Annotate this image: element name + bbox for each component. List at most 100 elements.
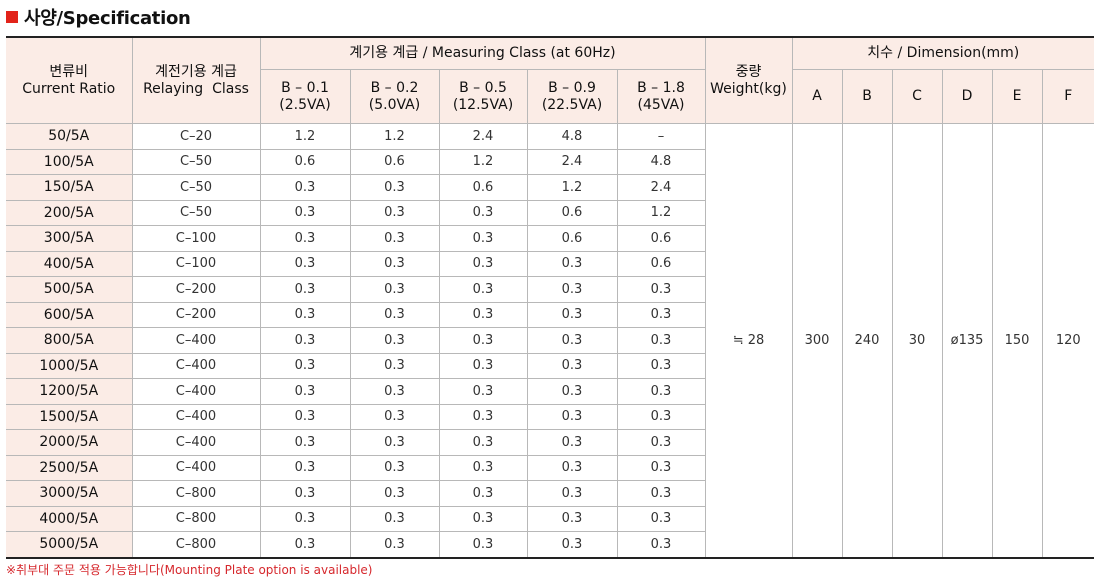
header-relay-en: Relaying Class bbox=[143, 80, 249, 97]
header-burden: B – 1.8 (45VA) bbox=[616, 69, 706, 124]
section-title: 사양/Specification bbox=[6, 5, 191, 29]
measuring-class-cell: 0.3 bbox=[526, 403, 618, 430]
relaying-class-cell: C–800 bbox=[131, 531, 261, 558]
table-row: 500/5A C–200 0.3 0.3 0.3 0.3 0.3 bbox=[6, 276, 1094, 303]
measuring-class-cell: 1.2 bbox=[438, 148, 528, 175]
measuring-class-cell: 0.6 bbox=[438, 174, 528, 201]
header-burden: B – 0.5 (12.5VA) bbox=[438, 69, 528, 124]
table-row: 800/5A C–400 0.3 0.3 0.3 0.3 0.3 bbox=[6, 327, 1094, 354]
measuring-class-cell: 0.3 bbox=[526, 301, 618, 328]
table-row: 200/5A C–50 0.3 0.3 0.3 0.6 1.2 bbox=[6, 199, 1094, 226]
table-row: 50/5A C–20 1.2 1.2 2.4 4.8– ≒ 28 300 240 30 ø135 15… bbox=[6, 123, 1095, 558]
header-dim: B bbox=[841, 69, 893, 124]
measuring-class-cell: 0.3 bbox=[349, 301, 440, 328]
measuring-class-cell: 0.3 bbox=[259, 174, 351, 201]
burden-va: (12.5VA) bbox=[452, 96, 514, 113]
measuring-class-cell: 0.3 bbox=[259, 250, 351, 277]
measuring-class-cell: 0.3 bbox=[259, 352, 351, 379]
current-ratio-cell: 100/5A bbox=[6, 148, 133, 175]
measuring-class-cell: 0.3 bbox=[349, 174, 440, 201]
header-dim: E bbox=[991, 69, 1043, 124]
measuring-class-cell: 0.3 bbox=[438, 352, 528, 379]
header-weight: 중량 Weight(kg) bbox=[704, 36, 793, 124]
dimension-cell: ø135 bbox=[941, 123, 993, 558]
measuring-class-cell: 0.3 bbox=[259, 454, 351, 481]
burden-label: B – 0.5 bbox=[459, 79, 507, 96]
measuring-class-cell: 0.3 bbox=[349, 531, 440, 558]
red-square-icon bbox=[6, 11, 18, 23]
measuring-class-cell: 0.3 bbox=[438, 327, 528, 354]
relaying-class-cell: C–200 bbox=[131, 301, 261, 328]
measuring-class-cell: 0.3 bbox=[349, 327, 440, 354]
measuring-class-cell: 0.3 bbox=[259, 327, 351, 354]
measuring-class-cell: 0.3 bbox=[349, 480, 440, 507]
relaying-class-cell: C–200 bbox=[131, 276, 261, 303]
measuring-class-cell: 0.3 bbox=[349, 454, 440, 481]
measuring-class-cell: 0.3 bbox=[616, 531, 705, 558]
current-ratio-cell: 3000/5A bbox=[6, 480, 133, 507]
measuring-class-cell: 0.3 bbox=[616, 276, 705, 303]
measuring-class-cell: 0.3 bbox=[438, 199, 528, 226]
current-ratio-cell: 1000/5A bbox=[6, 352, 133, 379]
header-relaying-class: 계전기용 계급 Relaying Class bbox=[131, 36, 261, 124]
burden-label: B – 0.2 bbox=[370, 79, 419, 96]
relaying-class-cell: C–100 bbox=[131, 225, 261, 252]
current-ratio-cell: 300/5A bbox=[6, 225, 133, 252]
header-weight-en: Weight(kg) bbox=[710, 80, 787, 97]
burden-va: (22.5VA) bbox=[541, 96, 603, 113]
dimension-cell: 240 bbox=[841, 123, 893, 558]
weight-cell: ≒ 28 bbox=[704, 123, 793, 558]
header-dim: A bbox=[791, 69, 843, 124]
relaying-class-cell: C–800 bbox=[131, 480, 261, 507]
header-measuring-class: 계기용 계급 / Measuring Class (at 60Hz) bbox=[259, 36, 706, 70]
measuring-class-cell: 0.3 bbox=[259, 301, 351, 328]
header-current-ratio: 변류비 Current Ratio bbox=[6, 36, 133, 124]
measuring-class-cell: 0.3 bbox=[526, 327, 618, 354]
relaying-class-cell: C–400 bbox=[131, 429, 261, 456]
header-relay-kr: 계전기용 계급 bbox=[155, 63, 237, 80]
measuring-class-cell: 0.3 bbox=[438, 505, 528, 532]
measuring-class-cell: 0.3 bbox=[616, 403, 705, 430]
measuring-class-cell: 0.3 bbox=[616, 301, 705, 328]
burden-va: (45VA) bbox=[637, 96, 685, 113]
table-body: 50/5A C–20 1.2 1.2 2.4 4.8– ≒ 28 300 240 30 ø135 15… bbox=[6, 123, 1095, 558]
measuring-class-cell: 0.3 bbox=[349, 199, 440, 226]
current-ratio-cell: 2000/5A bbox=[6, 429, 133, 456]
measuring-class-cell: 0.3 bbox=[616, 454, 705, 481]
relaying-class-cell: C–50 bbox=[131, 199, 261, 226]
measuring-class-cell: 2.4 bbox=[616, 174, 705, 201]
current-ratio-cell: 4000/5A bbox=[6, 505, 133, 532]
relaying-class-cell: C–400 bbox=[131, 327, 261, 354]
current-ratio-cell: 200/5A bbox=[6, 199, 133, 226]
dimension-cell: 120 bbox=[1041, 123, 1095, 558]
table-row: 400/5A C–100 0.3 0.3 0.3 0.3 0.6 bbox=[6, 250, 1094, 277]
measuring-class-cell: 0.3 bbox=[438, 403, 528, 430]
measuring-class-cell: 0.3 bbox=[438, 378, 528, 405]
measuring-class-cell: 0.3 bbox=[438, 250, 528, 277]
measuring-class-cell: 0.6 bbox=[526, 199, 618, 226]
measuring-class-cell: 0.6 bbox=[616, 225, 705, 252]
measuring-class-cell: 0.3 bbox=[438, 429, 528, 456]
measuring-class-cell: 0.6 bbox=[259, 148, 351, 175]
burden-label: B – 1.8 bbox=[637, 79, 685, 96]
measuring-class-cell: 0.3 bbox=[349, 225, 440, 252]
measuring-class-cell: 0.3 bbox=[349, 403, 440, 430]
measuring-class-cell: 2.4 bbox=[438, 123, 528, 150]
measuring-class-cell: – bbox=[616, 123, 706, 150]
burden-va: (2.5VA) bbox=[279, 96, 331, 113]
measuring-class-cell: 0.3 bbox=[526, 276, 618, 303]
current-ratio-cell: 600/5A bbox=[6, 301, 133, 328]
header-ratio-en: Current Ratio bbox=[22, 80, 116, 97]
header-burden: B – 0.9 (22.5VA) bbox=[526, 69, 618, 124]
measuring-class-cell: 1.2 bbox=[616, 199, 705, 226]
measuring-class-cell: 1.2 bbox=[526, 174, 618, 201]
current-ratio-cell: 400/5A bbox=[6, 250, 133, 277]
table-row: 3000/5A C–800 0.3 0.3 0.3 0.3 0.3 bbox=[6, 480, 1094, 507]
measuring-class-cell: 0.3 bbox=[438, 454, 528, 481]
measuring-class-cell: 0.3 bbox=[526, 352, 618, 379]
relaying-class-cell: C–400 bbox=[131, 403, 261, 430]
current-ratio-cell: 150/5A bbox=[6, 174, 133, 201]
current-ratio-cell: 2500/5A bbox=[6, 454, 133, 481]
measuring-class-cell: 0.3 bbox=[616, 352, 705, 379]
dimension-cell: 150 bbox=[991, 123, 1043, 558]
